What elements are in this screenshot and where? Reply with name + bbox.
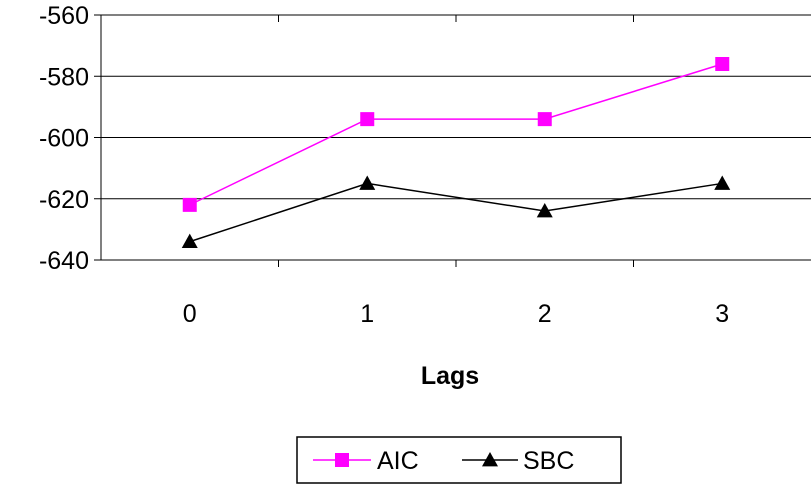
x-tick-label: 0 xyxy=(183,300,197,328)
data-point-aic xyxy=(360,112,375,127)
y-tick-label: -580 xyxy=(39,63,89,91)
legend: AIC SBC xyxy=(296,436,622,484)
data-point-sbc xyxy=(714,175,731,190)
data-point-aic xyxy=(537,112,552,127)
x-tick-label: 2 xyxy=(538,300,552,328)
data-point-aic xyxy=(182,197,197,212)
series-layer xyxy=(181,57,731,249)
y-tick-label: -600 xyxy=(39,125,89,153)
x-tick-label: 3 xyxy=(715,300,729,328)
legend-label-sbc: SBC xyxy=(523,447,574,475)
gridlines xyxy=(101,14,811,261)
legend-label-aic: AIC xyxy=(377,447,419,475)
data-point-sbc xyxy=(181,233,198,249)
legend-marker-sbc xyxy=(482,452,498,467)
series-aic xyxy=(182,57,730,212)
data-point-sbc xyxy=(536,203,553,218)
axes xyxy=(94,14,634,267)
data-point-aic xyxy=(715,57,730,71)
y-tick-label: -640 xyxy=(39,247,89,275)
legend-marker-aic xyxy=(335,453,349,467)
series-line-sbc xyxy=(189,182,723,243)
series-line-aic xyxy=(189,63,723,206)
y-tick-label: -620 xyxy=(39,186,89,214)
series-sbc xyxy=(181,175,731,249)
data-point-sbc xyxy=(359,175,376,190)
x-tick-label: 1 xyxy=(360,300,374,328)
y-tick-label: -560 xyxy=(39,2,89,30)
y-tick-labels: -560 -580 -600 -620 -640 xyxy=(39,2,89,275)
legend-box xyxy=(296,436,622,484)
x-axis-title: Lags xyxy=(421,362,479,390)
x-tick-labels: 0 1 2 3 xyxy=(183,300,729,328)
